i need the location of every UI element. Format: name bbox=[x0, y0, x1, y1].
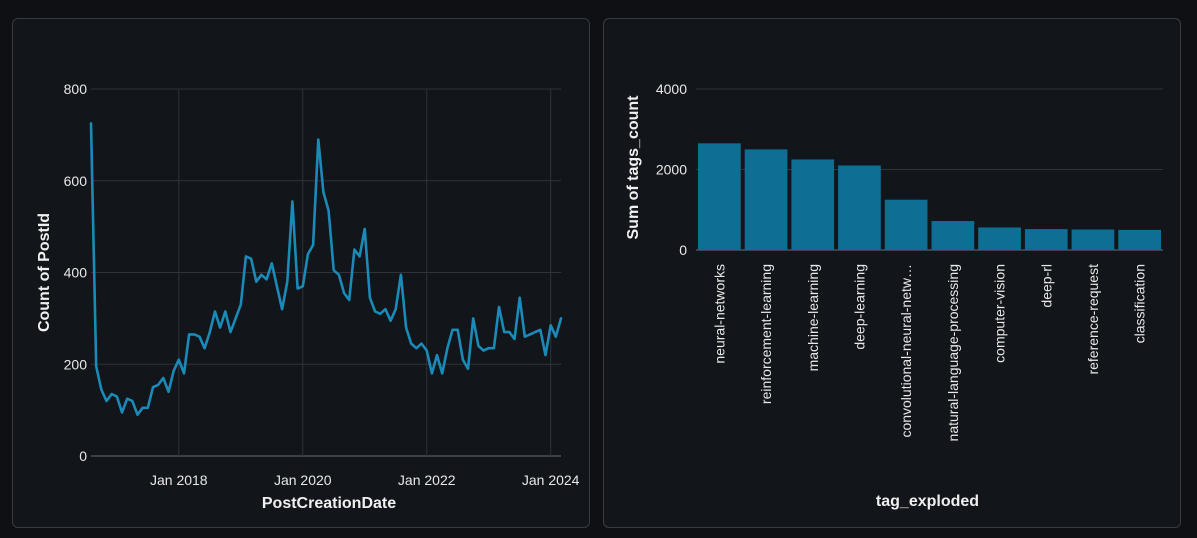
line-chart: 0 200 400 600 800 Jan 2018 Jan 2020 Jan 2022 Jan… bbox=[36, 81, 580, 512]
y-tick-label: 4000 bbox=[656, 81, 687, 97]
x-tick-label: deep-rl bbox=[1038, 264, 1054, 308]
bar bbox=[838, 165, 881, 250]
x-tick-label: natural-language-processing bbox=[945, 264, 961, 441]
x-tick-label: Jan 2024 bbox=[522, 472, 580, 488]
x-tick-label: neural-networks bbox=[711, 264, 727, 364]
x-tick-label: machine-learning bbox=[805, 264, 821, 371]
bar-chart-panel: 0 2000 4000 neural-networks reinforcement-le… bbox=[603, 18, 1181, 528]
bar bbox=[884, 199, 928, 250]
x-tick-label: Jan 2018 bbox=[150, 472, 208, 488]
y-axis-title: Count of PostId bbox=[36, 213, 53, 332]
bar bbox=[931, 221, 975, 250]
y-tick-label: 800 bbox=[64, 81, 88, 97]
x-tick-label: computer-vision bbox=[992, 264, 1008, 363]
bar-chart: 0 2000 4000 neural-networks reinforcement-le… bbox=[625, 81, 1163, 510]
series-line bbox=[89, 122, 563, 417]
bar bbox=[1071, 229, 1115, 250]
y-tick-label: 200 bbox=[64, 356, 88, 372]
y-tick-label: 2000 bbox=[656, 162, 687, 178]
bar bbox=[791, 159, 835, 250]
y-tick-label: 600 bbox=[64, 173, 88, 189]
line-chart-panel: 0 200 400 600 800 Jan 2018 Jan 2020 Jan 2022 Jan… bbox=[12, 18, 590, 528]
bar bbox=[698, 143, 741, 250]
x-axis-title: PostCreationDate bbox=[262, 495, 396, 512]
y-tick-label: 0 bbox=[679, 242, 687, 258]
bar bbox=[1118, 229, 1161, 250]
x-tick-label: classification bbox=[1132, 264, 1148, 343]
bar bbox=[744, 149, 788, 250]
x-tick-label: deep-learning bbox=[851, 264, 867, 350]
bar bbox=[978, 227, 1021, 250]
x-tick-label: Jan 2020 bbox=[274, 472, 332, 488]
x-tick-label: Jan 2022 bbox=[398, 472, 456, 488]
x-tick-label: reference-request bbox=[1085, 264, 1101, 375]
y-axis-title: Sum of tags_count bbox=[625, 95, 642, 240]
x-tick-label: reinforcement-learning bbox=[758, 264, 774, 404]
x-axis-title: tag_exploded bbox=[876, 493, 979, 510]
x-tick-label: convolutional-neural-netw… bbox=[898, 264, 914, 438]
y-tick-label: 400 bbox=[64, 265, 88, 281]
y-tick-label: 0 bbox=[79, 448, 87, 464]
bar bbox=[1024, 229, 1068, 250]
